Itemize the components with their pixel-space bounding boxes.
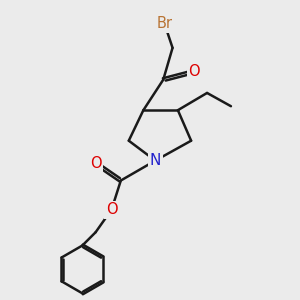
Text: O: O <box>188 64 200 79</box>
Text: N: N <box>150 153 161 168</box>
Text: O: O <box>90 156 101 171</box>
Text: Br: Br <box>157 16 172 32</box>
Text: O: O <box>106 202 117 217</box>
